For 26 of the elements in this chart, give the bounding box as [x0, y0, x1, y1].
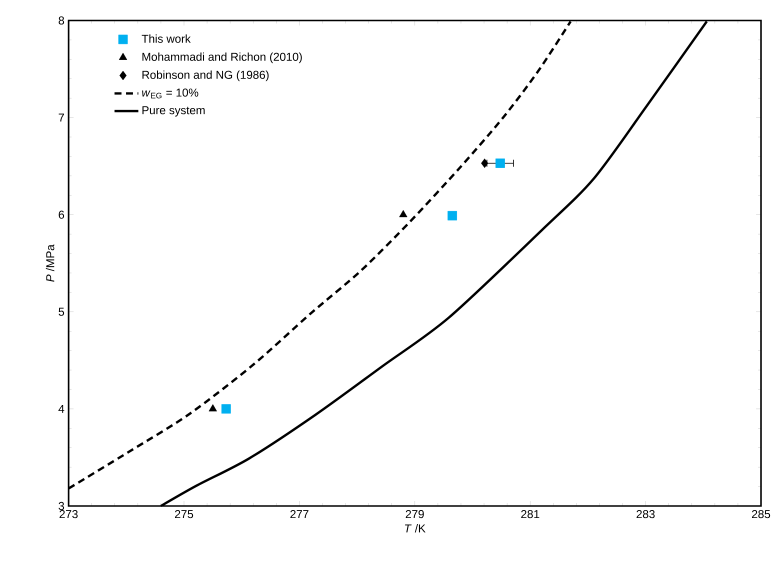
- point: [208, 404, 217, 412]
- y-tick-label: 7: [58, 114, 64, 122]
- y-tick-label: 4: [58, 404, 64, 413]
- y-tick-label: 3: [58, 502, 64, 510]
- point: [221, 404, 231, 414]
- point: [496, 158, 505, 168]
- x-tick-label: 279: [406, 510, 424, 518]
- y-tick-label: 8: [58, 16, 64, 25]
- point: [399, 210, 408, 218]
- y-axis-title: P /MPa: [46, 244, 54, 282]
- legend-label: This work: [142, 34, 191, 43]
- x-tick-label: 277: [290, 510, 308, 518]
- x-tick-label: 281: [521, 510, 540, 518]
- legend-label: Robinson and NG (1986): [142, 70, 269, 82]
- x-tick-label: 283: [636, 510, 655, 518]
- legend-label: Pure system: [142, 106, 205, 117]
- point: [481, 158, 488, 168]
- legend-label: w$_{EG}$ = 10%: [142, 88, 198, 98]
- x-axis-title: T /K: [404, 524, 426, 532]
- y-tick-label: 6: [58, 210, 64, 219]
- legend-label: Mohammadi and Richon (2010): [142, 52, 302, 64]
- y-tick-label: 5: [58, 308, 64, 316]
- x-tick-label: 275: [174, 510, 194, 518]
- point: [448, 210, 458, 220]
- x-tick-label: 273: [60, 510, 78, 518]
- x-tick-label: 285: [752, 510, 770, 518]
